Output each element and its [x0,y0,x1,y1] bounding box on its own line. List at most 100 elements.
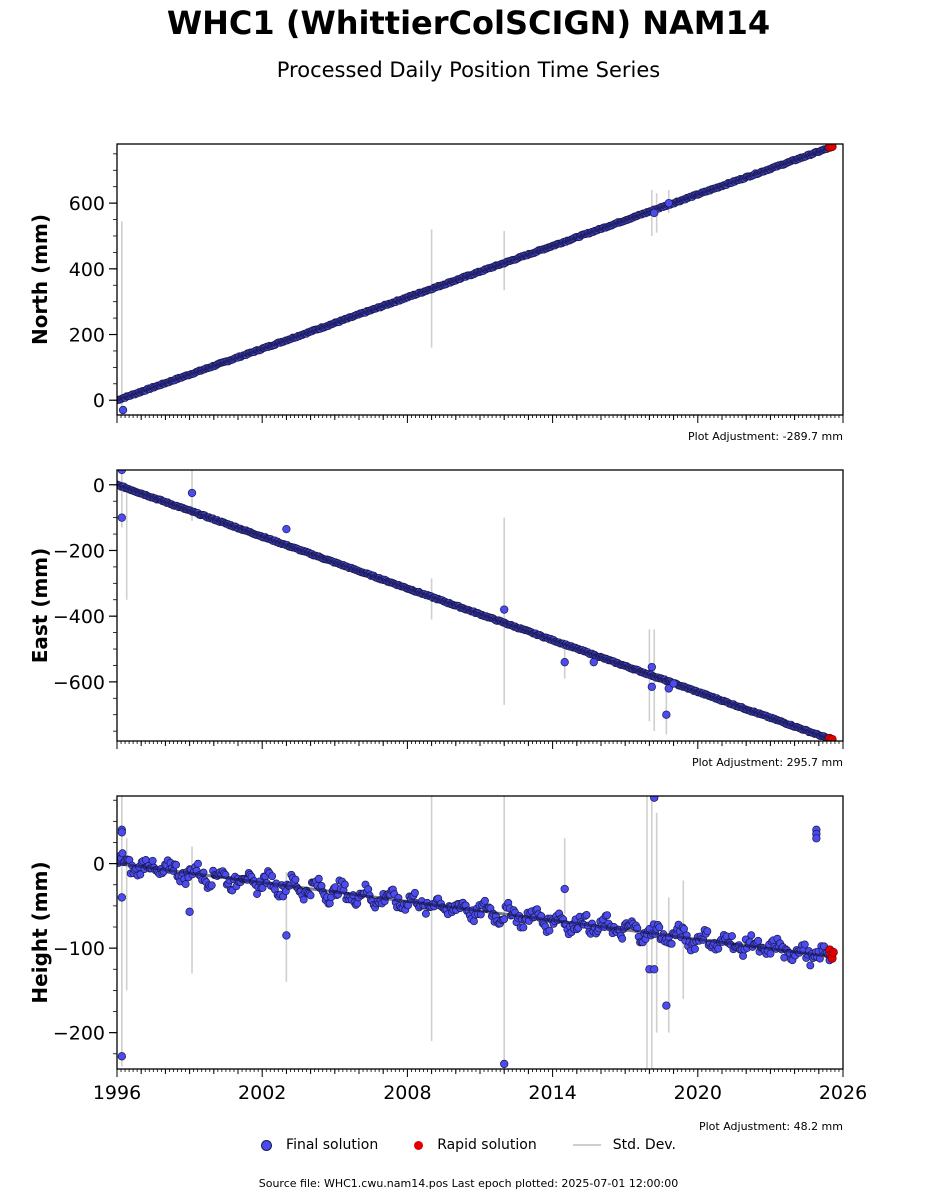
trend-line [117,483,832,741]
legend-item-rapid: Rapid solution [414,1137,537,1153]
final-solution-point [655,923,664,932]
legend-item-stddev: Std. Dev. [572,1137,676,1153]
final-solution-point [545,926,554,935]
final-solution-point [703,927,712,936]
final-solution-point [519,923,528,932]
final-solution-outlier [117,513,126,522]
y-tick-label: 0 [93,475,105,497]
plot-adjustment-height: Plot Adjustment: 48.2 mm [699,1120,843,1133]
final-solution-outlier [812,834,821,843]
final-solution-outlier [647,662,656,672]
final-solution-point [194,859,202,868]
final-solution-point [410,888,419,897]
final-solution-point [207,881,216,890]
final-solution-outlier [589,658,598,667]
final-solution-point [806,961,815,970]
final-solution-point [603,911,612,920]
final-solution-point [739,952,747,960]
final-solution-outlier [664,684,673,693]
y-ticks-east: −600 −400 −200 0 [53,475,117,732]
final-solution-outlier [117,893,126,902]
x-ticks-height [116,1069,844,1077]
y-tick-label: 200 [69,325,105,347]
panel-height: −200 −100 0 Height (mm) Plot Adjustment: 48.… [28,795,867,1133]
x-tick-label: 2026 [819,1082,867,1104]
final-solution-point [136,870,145,879]
final-solution-outlier [650,208,659,218]
y-axis-label-north: North (mm) [28,214,52,345]
legend-label-final: Final solution [286,1137,379,1153]
final-solution-outlier [664,198,673,208]
legend-label-rapid: Rapid solution [437,1137,537,1153]
x-ticks-north [116,415,844,423]
x-tick-label: 2014 [528,1082,576,1104]
y-tick-label: −200 [53,540,105,562]
trend-line [117,145,832,402]
final-solution-outlier [118,405,128,415]
final-solution-point [299,895,308,904]
x-tick-label: 2008 [383,1082,431,1104]
x-ticks-east [116,741,844,749]
rapid-solution-point [827,144,837,152]
y-tick-label: −200 [53,1023,105,1045]
final-solution-outlier [647,682,656,691]
y-tick-label: 600 [69,193,105,215]
final-solution-point [421,909,430,918]
legend-label-stddev: Std. Dev. [612,1137,676,1153]
final-solution-point [800,940,809,949]
final-solution-outlier [560,884,569,894]
final-solution-point [480,896,489,905]
final-solution-point [728,932,737,941]
final-solution-point [582,911,591,919]
y-axis-label-east: East (mm) [28,548,52,664]
y-axis-label-height: Height (mm) [28,861,52,1003]
final-solution-point [714,944,723,953]
final-solution-point [291,875,300,884]
rapid-solution-point [827,734,837,741]
final-solution-outlier [282,524,291,534]
final-solution-outlier [650,796,659,802]
final-solution-outlier [185,907,194,916]
final-solution-point [691,944,699,953]
final-solution-point [181,880,190,889]
y-tick-label: 0 [93,854,105,876]
final-solution-outlier [500,605,509,614]
x-tick-label: 2020 [674,1082,722,1104]
plot-area-height [117,796,838,1069]
final-solution-point [340,880,349,889]
final-solution-outlier [669,679,678,688]
final-solution-outlier [662,1001,671,1010]
final-solution-outlier [560,658,569,667]
x-tick-label: 1996 [93,1082,141,1104]
final-solution-point [754,936,763,945]
plot-area-north [117,144,837,415]
final-solution-outlier [187,488,197,498]
chart-title: WHC1 (WhittierColSCIGN) NAM14 [166,4,771,42]
y-tick-label: −600 [53,672,105,694]
trend-line [117,862,832,959]
y-tick-label: 0 [93,390,105,412]
final-solution-point [314,874,323,883]
source-file-note: Source file: WHC1.cwu.nam14.pos Last epo… [258,1177,679,1190]
y-tick-label: −400 [53,606,105,628]
final-solution-point [268,872,277,881]
stddev-line-icon [572,1144,601,1146]
legend: Final solution Rapid solution Std. Dev. [0,1137,937,1153]
rapid-solution-marker-icon [414,1140,424,1150]
final-solution-outlier [650,965,659,974]
y-ticks-height: −200 −100 0 [53,799,117,1055]
final-solution-outlier [282,931,291,940]
final-solution-outlier [662,710,671,719]
final-solution-outlier [500,1059,509,1069]
final-solution-marker-icon [261,1139,273,1151]
final-solution-outlier [117,1052,126,1061]
final-solution-point [500,915,509,924]
final-solution-point [306,891,315,900]
panel-east: −600 −400 −200 0 East (mm) Plot Adjustment: 2… [28,469,844,769]
final-solution-point [118,849,127,858]
chart-subtitle: Processed Daily Position Time Series [276,58,661,82]
plot-adjustment-east: Plot Adjustment: 295.7 mm [692,756,843,769]
rapid-solution-point [828,947,838,957]
panel-frame [116,795,844,1070]
